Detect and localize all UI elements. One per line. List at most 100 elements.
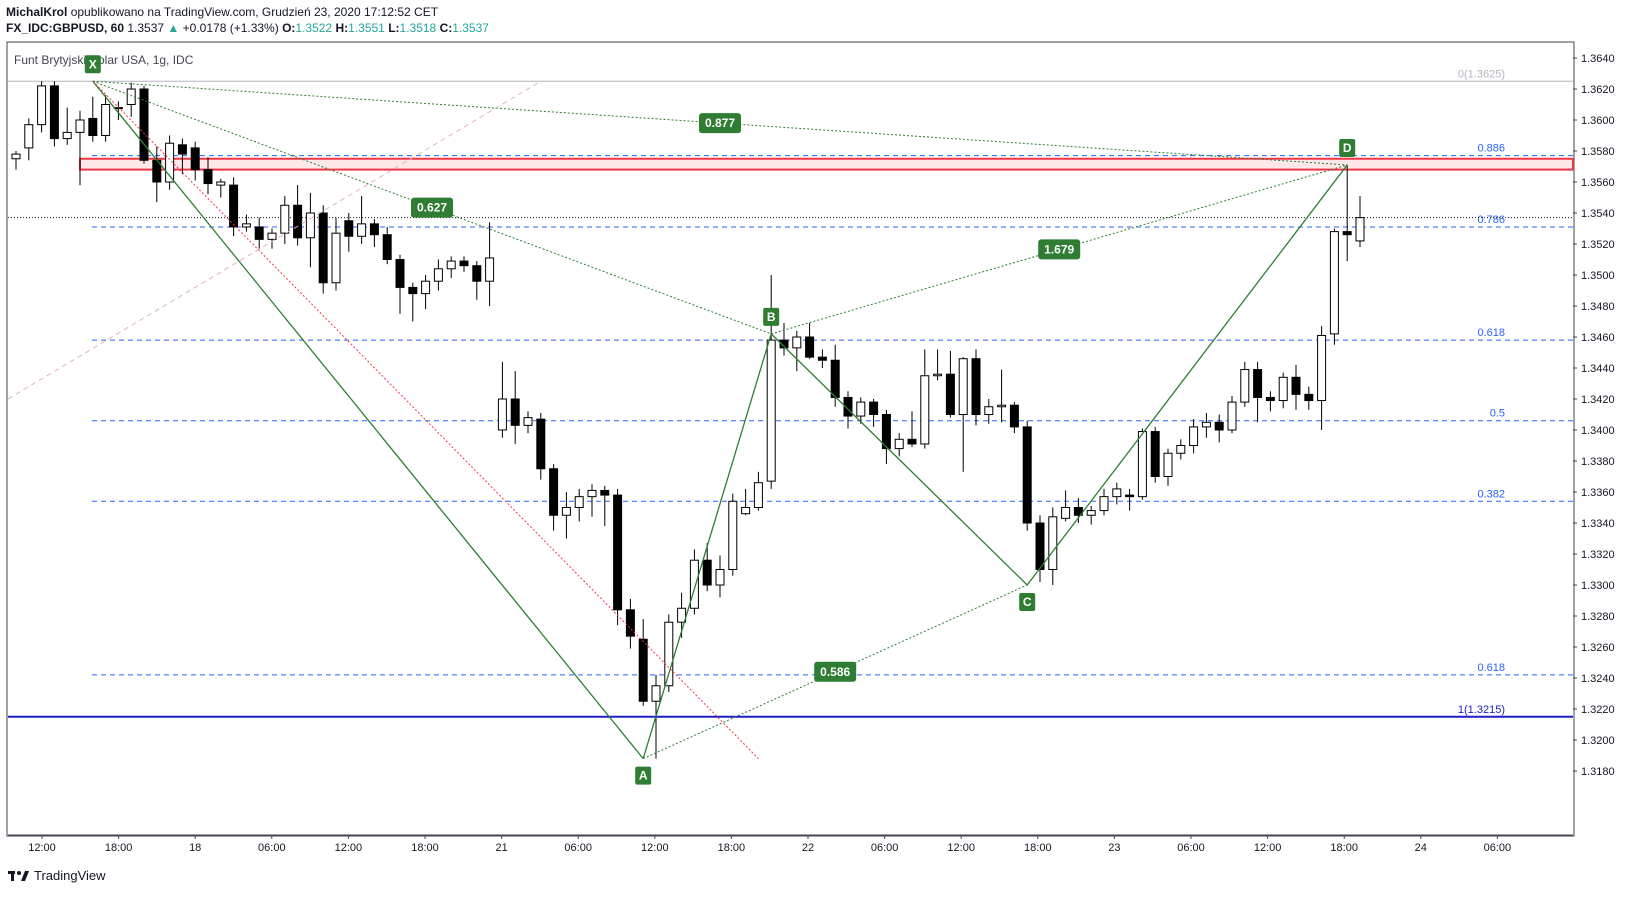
candle-body-22[interactable] — [293, 204, 303, 239]
candle-body-43[interactable] — [561, 507, 571, 516]
candle-body-95[interactable] — [1227, 401, 1237, 431]
candle-body-85[interactable] — [1099, 496, 1109, 512]
candle-body-24[interactable] — [318, 212, 328, 284]
candle-body-87[interactable] — [1125, 494, 1135, 498]
candle-body-12[interactable] — [165, 142, 175, 183]
candle-body-17[interactable] — [229, 184, 239, 228]
candle-body-81[interactable] — [1048, 516, 1058, 570]
candle-body-30[interactable] — [395, 259, 405, 288]
candle-body-99[interactable] — [1278, 376, 1288, 402]
candle-body-40[interactable] — [523, 417, 533, 426]
candle-body-84[interactable] — [1086, 510, 1096, 516]
candles[interactable] — [11, 81, 1365, 759]
candle-body-61[interactable] — [792, 336, 802, 349]
candle-body-78[interactable] — [1009, 404, 1019, 428]
candle-body-2[interactable] — [37, 85, 47, 126]
candle-body-45[interactable] — [587, 489, 597, 498]
candle-body-105[interactable] — [1355, 217, 1365, 242]
candle-body-32[interactable] — [421, 280, 431, 295]
candle-body-92[interactable] — [1189, 426, 1199, 446]
candle-body-39[interactable] — [510, 398, 520, 426]
candle-body-65[interactable] — [843, 396, 853, 417]
candle-body-20[interactable] — [267, 232, 277, 240]
symbol-name[interactable]: FX_IDC:GBPUSD, 60 — [6, 21, 125, 35]
candle-body-70[interactable] — [907, 438, 917, 445]
candle-body-19[interactable] — [254, 226, 264, 240]
candle-body-98[interactable] — [1265, 396, 1275, 402]
footer-brand[interactable]: TradingView — [8, 868, 106, 883]
candle-body-102[interactable] — [1317, 334, 1327, 402]
candle-body-60[interactable] — [779, 339, 789, 349]
candle-body-51[interactable] — [664, 621, 674, 687]
author-name[interactable]: MichalKrol — [6, 5, 68, 19]
candle-body-96[interactable] — [1240, 369, 1250, 403]
candle-body-69[interactable] — [894, 438, 904, 450]
candle-body-68[interactable] — [881, 414, 891, 450]
candle-body-103[interactable] — [1329, 231, 1339, 335]
candle-body-100[interactable] — [1291, 376, 1301, 395]
candle-body-89[interactable] — [1150, 431, 1160, 477]
candle-body-71[interactable] — [920, 375, 930, 445]
candle-body-31[interactable] — [408, 286, 418, 295]
candle-body-48[interactable] — [625, 609, 635, 637]
candle-body-28[interactable] — [369, 223, 379, 236]
candle-body-64[interactable] — [830, 359, 840, 398]
candle-body-4[interactable] — [62, 131, 72, 140]
candle-body-101[interactable] — [1304, 393, 1314, 402]
candle-body-90[interactable] — [1163, 452, 1173, 477]
candle-body-75[interactable] — [971, 358, 981, 416]
candle-body-54[interactable] — [702, 559, 712, 586]
candle-body-25[interactable] — [331, 232, 341, 284]
candle-body-104[interactable] — [1342, 231, 1352, 236]
candle-body-73[interactable] — [945, 373, 955, 416]
candle-body-67[interactable] — [869, 401, 879, 416]
candle-body-5[interactable] — [75, 119, 85, 133]
candle-body-97[interactable] — [1253, 369, 1263, 398]
candle-body-44[interactable] — [574, 496, 584, 508]
candle-body-38[interactable] — [497, 398, 507, 431]
price-axis[interactable]: 1.3640 1.3620 1.3600 1.3580 1.3560 1.3540 1.35… — [1573, 53, 1615, 778]
candle-body-35[interactable] — [459, 260, 469, 267]
candle-body-83[interactable] — [1073, 507, 1083, 516]
candle-body-57[interactable] — [741, 507, 751, 515]
candle-body-91[interactable] — [1176, 445, 1186, 454]
candle-body-72[interactable] — [933, 373, 943, 377]
candle-body-77[interactable] — [997, 404, 1007, 408]
candle-body-14[interactable] — [190, 147, 200, 171]
candle-body-16[interactable] — [216, 181, 226, 186]
candle-body-94[interactable] — [1214, 421, 1224, 431]
candle-body-46[interactable] — [600, 489, 610, 496]
candle-body-52[interactable] — [677, 607, 687, 623]
candle-body-21[interactable] — [280, 204, 290, 234]
candle-body-41[interactable] — [536, 418, 546, 470]
candle-body-50[interactable] — [651, 685, 661, 702]
candle-body-26[interactable] — [344, 220, 354, 237]
candle-body-66[interactable] — [856, 401, 866, 417]
candle-body-29[interactable] — [382, 234, 392, 260]
candle-body-13[interactable] — [177, 144, 187, 155]
candle-body-80[interactable] — [1035, 522, 1045, 570]
candle-body-59[interactable] — [766, 339, 776, 482]
candle-body-42[interactable] — [549, 468, 559, 516]
candle-body-55[interactable] — [715, 569, 725, 586]
candle-body-7[interactable] — [101, 104, 111, 136]
candle-body-49[interactable] — [638, 638, 648, 702]
candle-body-18[interactable] — [241, 223, 251, 228]
candle-body-47[interactable] — [613, 494, 623, 611]
candle-body-10[interactable] — [139, 88, 149, 161]
candle-body-86[interactable] — [1112, 488, 1122, 498]
candle-body-76[interactable] — [984, 406, 994, 415]
candle-body-23[interactable] — [305, 212, 315, 239]
candle-body-1[interactable] — [24, 124, 34, 149]
candle-body-74[interactable] — [958, 358, 968, 416]
candle-body-79[interactable] — [1022, 426, 1032, 524]
candle-body-88[interactable] — [1137, 431, 1147, 498]
candle-body-63[interactable] — [817, 356, 827, 361]
candle-body-0[interactable] — [11, 153, 21, 160]
candle-body-36[interactable] — [472, 265, 482, 282]
candle-body-58[interactable] — [753, 482, 763, 509]
candle-body-33[interactable] — [433, 268, 443, 282]
candle-body-34[interactable] — [446, 260, 456, 270]
candle-body-3[interactable] — [49, 85, 59, 140]
candle-body-56[interactable] — [728, 500, 738, 570]
